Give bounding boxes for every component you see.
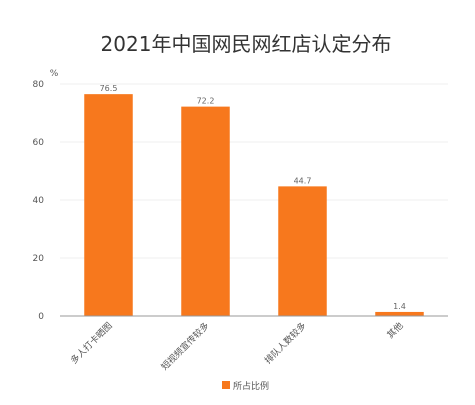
x-category-label: 其他 [384,320,405,341]
data-labels: 76.5 72.2 44.7 1.4 [100,84,406,311]
y-tick-label: 80 [33,80,45,90]
y-axis-unit-label: % [50,69,59,79]
legend[interactable]: 所占比例 [222,380,269,392]
x-axis-category-labels: 多人打卡晒图 短视频宣传较多 排队人数较多 其他 [68,320,406,373]
x-category-label: 排队人数较多 [262,320,309,367]
x-category-label: 多人打卡晒图 [68,320,115,367]
data-label: 76.5 [100,84,118,93]
chart-title: 2021年中国网民网红店认定分布 [101,32,392,56]
y-tick-label: 20 [33,254,45,264]
x-category-label: 短视频宣传较多 [159,320,212,373]
bar [181,106,230,317]
bars [84,94,424,317]
y-tick-label: 60 [33,138,45,148]
data-label: 72.2 [197,97,215,106]
legend-label: 所占比例 [233,380,269,392]
data-label: 1.4 [393,302,406,311]
data-label: 44.7 [294,176,312,185]
bar [84,94,133,317]
bar [278,186,327,316]
y-tick-label: 0 [38,312,44,322]
bar [375,311,424,316]
y-tick-label: 40 [33,196,45,206]
y-axis-ticks: 0 20 40 60 80 [33,80,45,322]
legend-swatch [222,381,230,389]
